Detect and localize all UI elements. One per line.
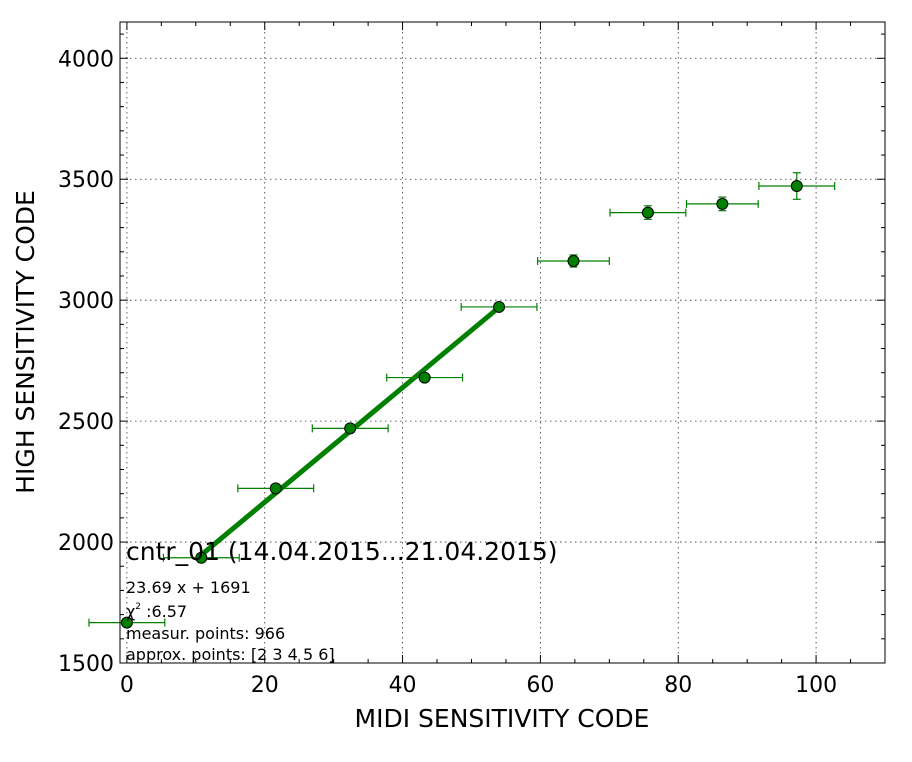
- minor-ticks: [120, 22, 886, 663]
- plot-annotation-title: cntr_01 (14.04.2015...21.04.2015): [126, 537, 558, 566]
- y-tick-label: 2000: [58, 531, 114, 556]
- y-tick-label: 2500: [58, 410, 114, 435]
- x-tick-label: 0: [120, 673, 134, 698]
- major-ticks: [120, 22, 885, 664]
- plot-frame: [119, 21, 886, 664]
- data-point: [716, 197, 729, 210]
- data-point: [120, 616, 133, 629]
- x-tick-label: 100: [795, 673, 837, 698]
- y-tick-label: 4000: [58, 47, 114, 72]
- data-point: [195, 551, 208, 564]
- data-point: [493, 300, 506, 313]
- y-tick-label: 3500: [58, 168, 114, 193]
- x-tick-label: 40: [389, 673, 417, 698]
- x-tick-labels: 0 20 40 60 80 100: [120, 673, 837, 698]
- y-axis-label: HIGH SENSITIVITY CODE: [11, 190, 40, 494]
- data-point: [641, 206, 654, 219]
- data-point: [790, 179, 803, 192]
- data-point: [567, 254, 580, 267]
- approx-points-label: approx. points: [2 3 4 5 6]: [126, 645, 335, 664]
- x-tick-label: 80: [664, 673, 692, 698]
- x-axis-label: MIDI SENSITIVITY CODE: [355, 704, 650, 733]
- fit-equation: 23.69 x + 1691: [126, 578, 251, 597]
- chi-exponent: 2: [135, 602, 141, 612]
- x-tick-label: 60: [526, 673, 554, 698]
- data-point: [418, 371, 431, 384]
- chi-square-label: χ2 :6.57: [126, 602, 187, 621]
- data-point: [344, 422, 357, 435]
- x-tick-label: 20: [251, 673, 279, 698]
- y-tick-label: 3000: [58, 289, 114, 314]
- chi-value: :6.57: [141, 602, 187, 621]
- chi-symbol: χ: [126, 602, 135, 621]
- data-point: [269, 482, 282, 495]
- y-tick-labels: 1500 2000 2500 3000 3500 4000: [58, 47, 114, 677]
- measured-points-label: measur. points: 966: [126, 624, 285, 643]
- grid-lines: [120, 22, 885, 664]
- data-points: [120, 179, 803, 629]
- y-tick-label: 1500: [58, 652, 114, 677]
